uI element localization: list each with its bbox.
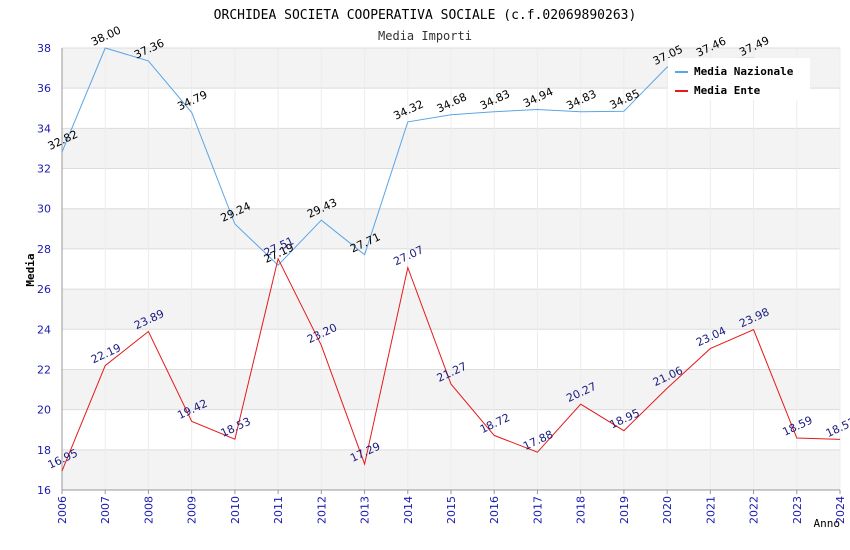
x-tick-label: 2013: [359, 496, 372, 524]
series-line-media-nazionale: [61, 47, 754, 266]
data-label: 34.94: [521, 85, 555, 110]
data-label: 18.72: [478, 411, 512, 436]
data-label: 34.85: [608, 87, 642, 112]
y-tick-label: 36: [37, 82, 51, 95]
x-tick-label: 2020: [661, 496, 674, 524]
x-tick-label: 2016: [488, 496, 501, 524]
data-label: 34.83: [478, 87, 512, 112]
data-label: 34.79: [175, 88, 209, 113]
series-line-media-ente: [61, 257, 841, 472]
y-tick-label: 34: [37, 122, 51, 135]
legend: Media Nazionale Media Ente: [668, 58, 810, 100]
data-label: 18.52: [824, 415, 850, 440]
y-axis-label: Media: [24, 253, 37, 286]
x-tick-label: 2007: [99, 496, 112, 524]
x-tick-label: 2015: [445, 496, 458, 524]
chart-title: ORCHIDEA SOCIETA COOPERATIVA SOCIALE (c.…: [214, 8, 637, 23]
x-tick-label: 2009: [186, 496, 199, 524]
x-tick-label: 2018: [575, 496, 588, 524]
y-tick-label: 20: [37, 404, 51, 417]
data-label: 38.00: [89, 24, 123, 49]
y-tick-label: 24: [37, 323, 51, 336]
x-tick-labels: 2006 2007 2008 2009 2010 2011 2012 2013 2014 2015…: [56, 496, 847, 524]
x-tick-label: 2012: [315, 496, 328, 524]
x-tick-label: 2006: [56, 496, 69, 524]
x-tick-label: 2023: [791, 496, 804, 524]
data-label: 34.68: [435, 90, 469, 115]
y-tick-label: 16: [37, 484, 51, 497]
data-label: 22.19: [89, 341, 123, 366]
data-label: 18.59: [781, 414, 815, 439]
x-tick-label: 2019: [618, 496, 631, 524]
legend-label-media-nazionale: Media Nazionale: [694, 65, 794, 78]
x-tick-label: 2014: [402, 496, 415, 524]
data-label: 17.88: [521, 428, 555, 453]
y-tick-label: 28: [37, 243, 51, 256]
y-tick-label: 38: [37, 42, 51, 55]
y-tick-label: 18: [37, 444, 51, 457]
series-lines: [61, 47, 841, 472]
y-tick-label: 30: [37, 203, 51, 216]
x-tick-label: 2010: [229, 496, 242, 524]
y-tick-label: 26: [37, 283, 51, 296]
x-tick-label: 2011: [272, 496, 285, 524]
x-tick-label: 2024: [834, 496, 847, 524]
y-tick-label: 22: [37, 363, 51, 376]
legend-label-media-ente: Media Ente: [694, 84, 761, 97]
y-tick-label: 32: [37, 163, 51, 176]
y-tick-labels: 16 18 20 22 24 26 28 30 32 34 36 38: [37, 42, 51, 497]
x-tick-label: 2022: [748, 496, 761, 524]
chart-subtitle: Media Importi: [378, 29, 472, 43]
legend-box: [668, 58, 810, 100]
x-tick-label: 2017: [531, 496, 544, 524]
x-axis-label: Anno: [814, 517, 841, 530]
x-tick-label: 2008: [142, 496, 155, 524]
data-label: 34.83: [564, 87, 598, 112]
data-label: 34.32: [392, 98, 426, 123]
x-tick-label: 2021: [704, 496, 717, 524]
axes: [61, 48, 841, 494]
